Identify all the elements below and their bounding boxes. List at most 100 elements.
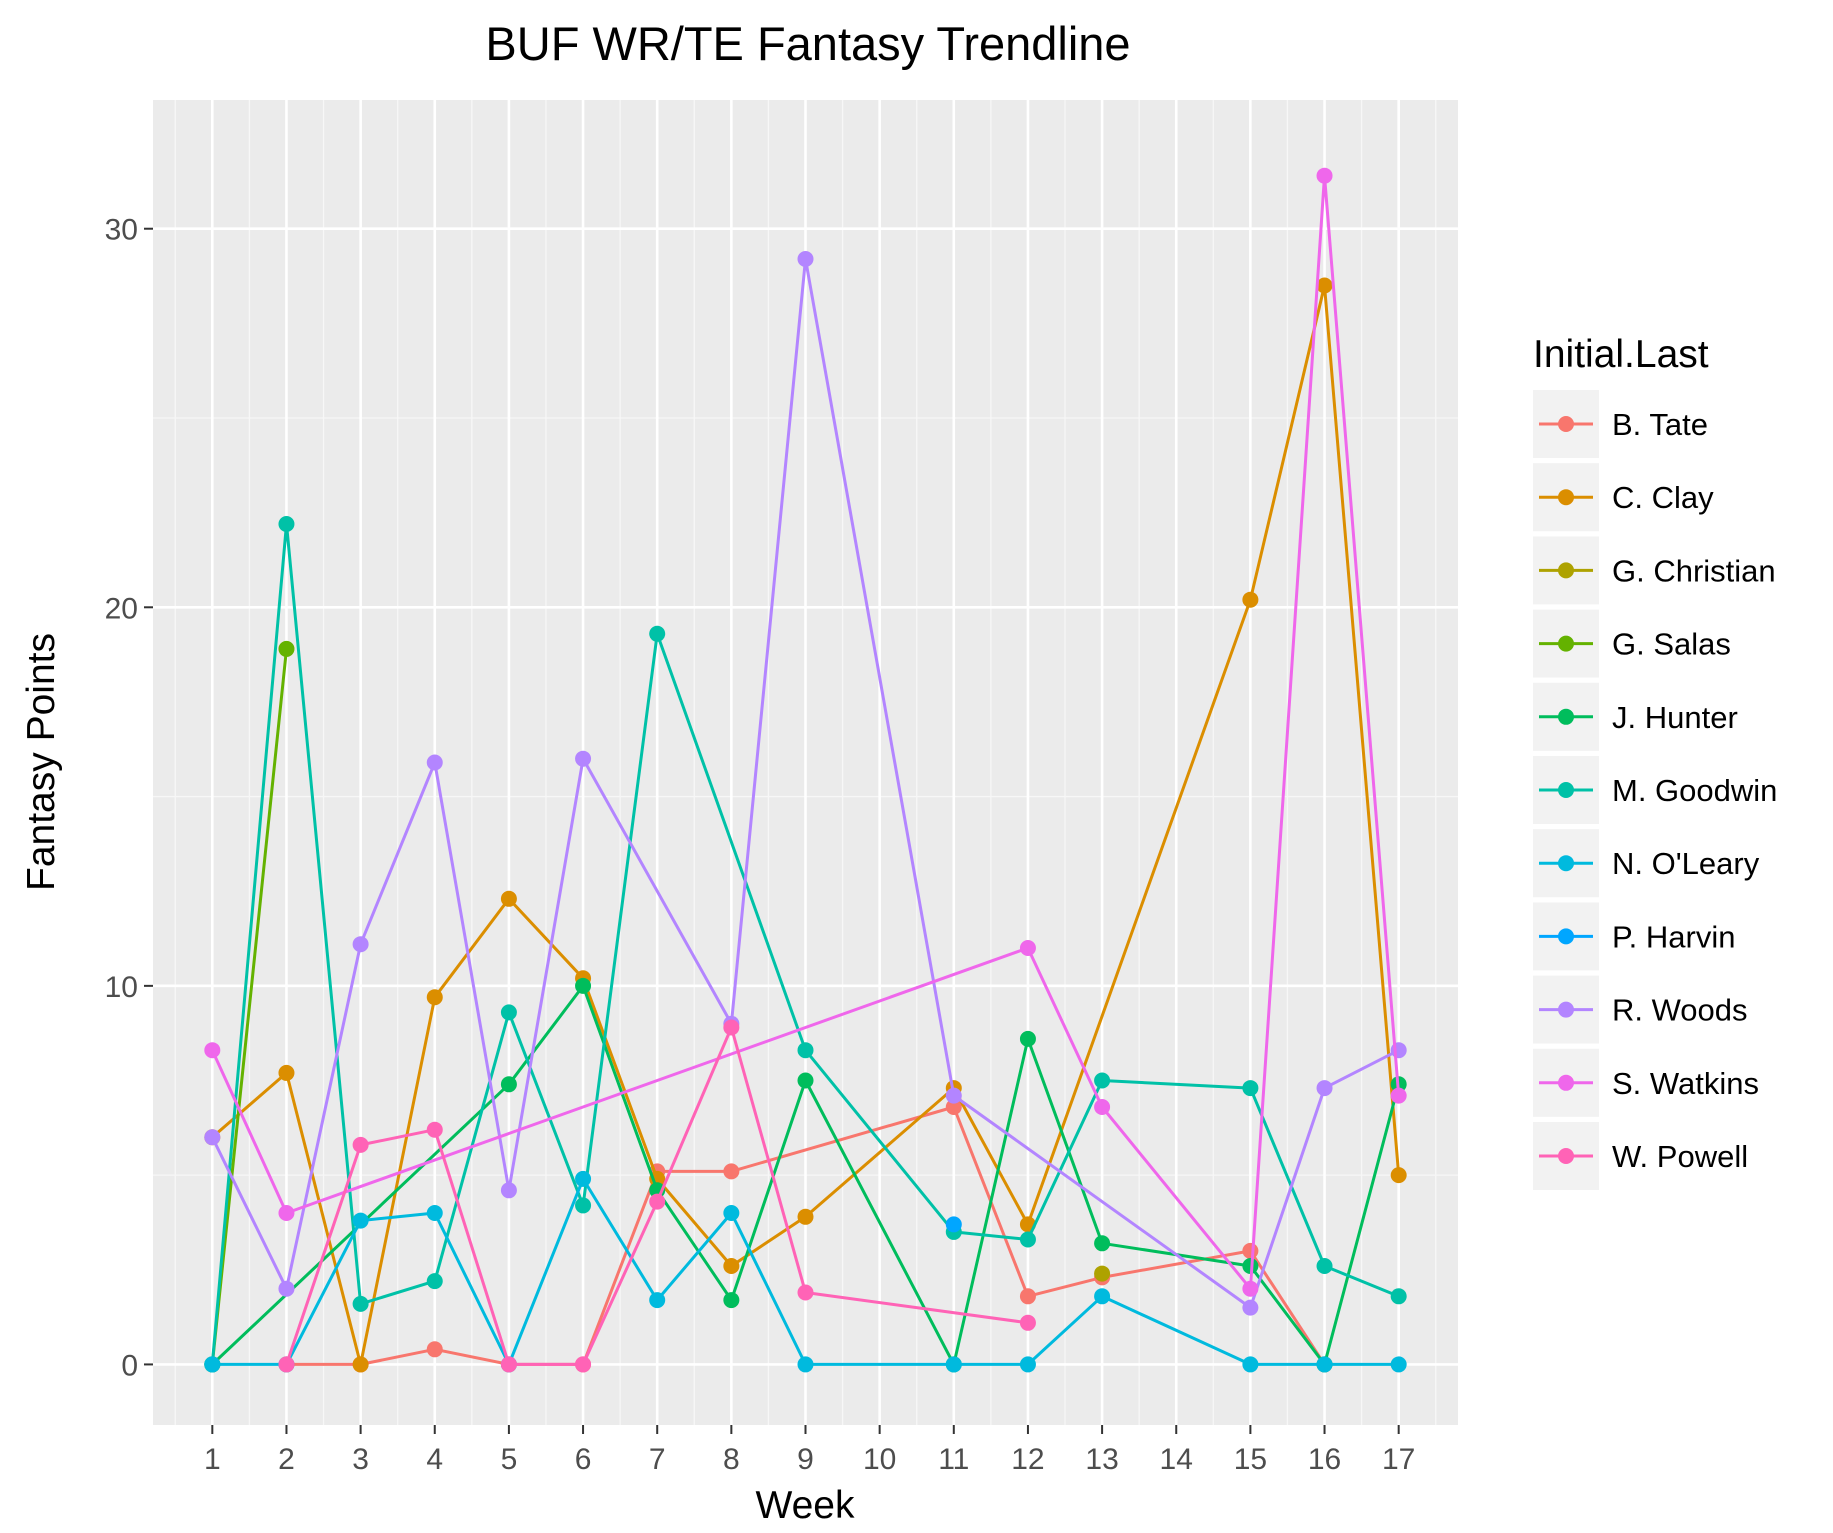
- data-point-m-goodwin: [426, 1273, 443, 1290]
- legend-key-point: [1558, 489, 1574, 506]
- data-point-s-watkins: [1316, 167, 1333, 184]
- data-point-r-woods: [797, 251, 814, 267]
- x-tick-label: 17: [1382, 1443, 1415, 1476]
- x-tick-label: 6: [575, 1443, 592, 1476]
- legend-item-r-woods: R. Woods: [1533, 975, 1748, 1044]
- data-point-r-woods: [204, 1129, 221, 1146]
- data-point-b-tate: [426, 1341, 443, 1358]
- data-point-c-clay: [1390, 1167, 1407, 1184]
- legend-label-p-harvin: P. Harvin: [1612, 919, 1736, 954]
- legend-item-n-o-leary: N. O'Leary: [1533, 829, 1760, 898]
- data-point-r-woods: [352, 936, 369, 953]
- series-line-r-woods: [210, 257, 1400, 1310]
- legend-key-point: [1558, 416, 1574, 432]
- data-point-n-o-leary: [1242, 1356, 1259, 1373]
- data-point-r-woods: [1316, 1080, 1333, 1097]
- data-point-m-goodwin: [1390, 1288, 1407, 1305]
- data-point-j-hunter: [1019, 1030, 1036, 1047]
- data-point-n-o-leary: [945, 1356, 962, 1373]
- legend-label-w-powell: W. Powell: [1612, 1139, 1748, 1174]
- legend-item-w-powell: W. Powell: [1533, 1122, 1748, 1190]
- data-point-j-hunter: [1094, 1235, 1111, 1252]
- data-point-b-tate: [1019, 1288, 1036, 1305]
- data-point-c-clay: [723, 1258, 740, 1274]
- x-axis-title: Week: [756, 1484, 855, 1527]
- data-point-w-powell: [649, 1193, 666, 1210]
- data-point-m-goodwin: [352, 1295, 369, 1312]
- series-line-c-clay: [211, 284, 1401, 1366]
- data-point-c-clay: [278, 1064, 295, 1081]
- x-tick-label: 14: [1160, 1443, 1193, 1476]
- y-tick-label: 30: [105, 214, 138, 247]
- x-tick-label: 11: [938, 1443, 969, 1476]
- data-point-r-woods: [500, 1182, 517, 1199]
- legend-key-point: [1558, 1148, 1574, 1164]
- legend-item-g-salas: G. Salas: [1533, 609, 1731, 678]
- data-point-n-o-leary: [723, 1205, 740, 1221]
- legend-title: Initial.Last: [1533, 333, 1709, 376]
- series-line-b-tate: [286, 1105, 1326, 1366]
- data-point-g-salas: [278, 640, 295, 657]
- legend-label-m-goodwin: M. Goodwin: [1612, 773, 1777, 808]
- x-tick-label: 5: [501, 1443, 518, 1476]
- data-point-n-o-leary: [204, 1356, 221, 1373]
- series-w-powell: [278, 1019, 1036, 1373]
- data-point-n-o-leary: [426, 1205, 443, 1221]
- legend-key-point: [1558, 928, 1574, 945]
- data-point-n-o-leary: [1316, 1356, 1333, 1373]
- data-point-m-goodwin: [1094, 1072, 1111, 1089]
- data-point-s-watkins: [278, 1205, 295, 1221]
- x-tick-label: 12: [1011, 1443, 1044, 1476]
- y-tick-label: 10: [105, 971, 138, 1004]
- data-point-c-clay: [500, 890, 517, 907]
- series-lines: [204, 167, 1407, 1373]
- data-point-r-woods: [1242, 1299, 1259, 1316]
- legend-label-b-tate: B. Tate: [1612, 407, 1708, 442]
- data-point-c-clay: [352, 1356, 369, 1373]
- chart-title: BUF WR/TE Fantasy Trendline: [485, 17, 1130, 70]
- legend-key-point: [1558, 1001, 1574, 1018]
- data-point-n-o-leary: [1390, 1356, 1407, 1373]
- data-point-w-powell: [426, 1121, 443, 1138]
- data-point-n-o-leary: [352, 1212, 369, 1229]
- data-point-n-o-leary: [575, 1170, 592, 1187]
- data-point-c-clay: [797, 1208, 814, 1225]
- data-point-r-woods: [945, 1087, 962, 1104]
- data-point-b-tate: [723, 1163, 740, 1180]
- data-point-j-hunter: [575, 977, 592, 994]
- data-point-r-woods: [1390, 1042, 1407, 1059]
- data-point-m-goodwin: [649, 625, 666, 642]
- legend-label-n-o-leary: N. O'Leary: [1612, 846, 1760, 881]
- x-tick-label: 7: [649, 1443, 666, 1476]
- x-tick-label: 15: [1234, 1443, 1267, 1476]
- data-point-s-watkins: [1390, 1087, 1407, 1104]
- data-point-n-o-leary: [797, 1356, 814, 1373]
- data-point-m-goodwin: [278, 516, 295, 532]
- data-point-c-clay: [426, 989, 443, 1006]
- x-tick-label: 8: [723, 1443, 740, 1476]
- series-n-o-leary: [204, 1170, 1407, 1373]
- legend-label-c-clay: C. Clay: [1612, 480, 1714, 515]
- data-point-s-watkins: [204, 1042, 221, 1059]
- data-point-j-hunter: [723, 1292, 740, 1309]
- x-tick-label: 1: [204, 1443, 221, 1476]
- data-point-j-hunter: [797, 1072, 814, 1089]
- legend-label-g-christian: G. Christian: [1612, 553, 1776, 588]
- data-point-w-powell: [575, 1356, 592, 1373]
- data-point-s-watkins: [1242, 1280, 1259, 1297]
- data-point-j-hunter: [500, 1076, 517, 1093]
- data-point-m-goodwin: [797, 1042, 814, 1059]
- data-point-r-woods: [278, 1280, 295, 1297]
- data-point-m-goodwin: [1316, 1258, 1333, 1274]
- x-tick-label: 2: [278, 1443, 295, 1476]
- legend-item-b-tate: B. Tate: [1533, 390, 1708, 458]
- legend-item-p-harvin: P. Harvin: [1533, 902, 1736, 971]
- legend-key-point: [1558, 782, 1574, 798]
- x-tick-label: 9: [797, 1443, 814, 1476]
- data-point-s-watkins: [1019, 940, 1036, 956]
- data-point-m-goodwin: [1242, 1080, 1259, 1097]
- data-point-m-goodwin: [1019, 1231, 1036, 1248]
- x-tick-label: 13: [1085, 1443, 1118, 1476]
- legend-item-g-christian: G. Christian: [1533, 536, 1776, 605]
